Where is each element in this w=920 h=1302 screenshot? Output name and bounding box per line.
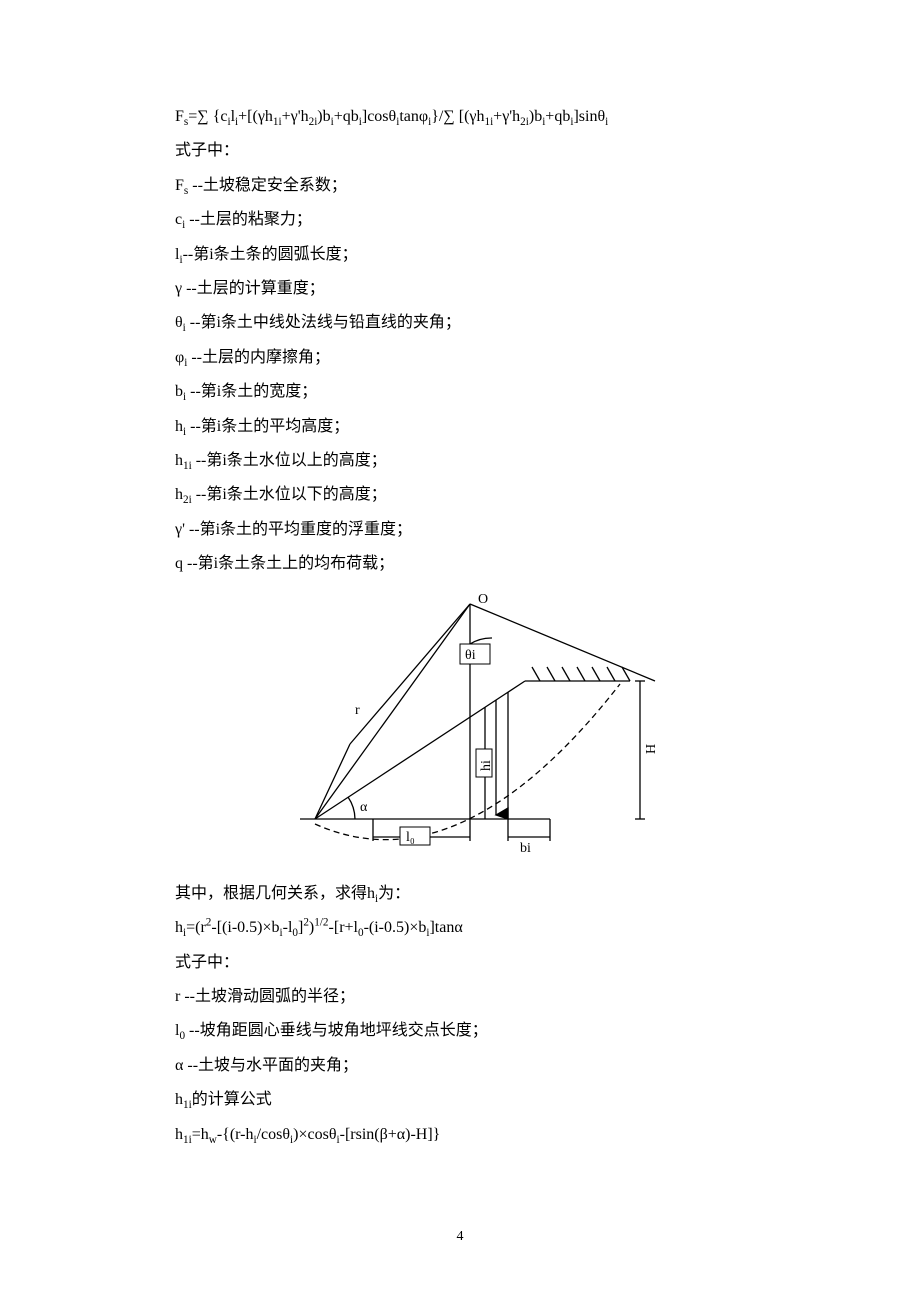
def-gamma-text: --土层的计算重度；	[186, 280, 325, 297]
def-bi: bi --第i条土的宽度；	[175, 375, 745, 409]
label-O: O	[478, 592, 488, 607]
def-h2i-text: --第i条土水位以下的高度；	[196, 486, 387, 503]
def-phii-text: --土层的内摩擦角；	[191, 349, 330, 366]
def-r-text: --土坡滑动圆弧的半径；	[184, 988, 355, 1005]
formula-main: Fs=∑ {cili+[(γh1i+γ'h2i)bi+qbi]cosθitanφ…	[175, 100, 745, 134]
def-h2i: h2i --第i条土水位以下的高度；	[175, 478, 745, 512]
def-Fs-text: --土坡稳定安全系数；	[192, 177, 347, 194]
def-l0: l0 --坡角距圆心垂线与坡角地坪线交点长度；	[175, 1014, 745, 1048]
def-li: li--第i条土条的圆弧长度；	[175, 238, 745, 272]
def-gammap-text: --第i条土的平均重度的浮重度；	[189, 521, 412, 538]
def-r: r --土坡滑动圆弧的半径；	[175, 980, 745, 1014]
label-alpha: α	[360, 800, 368, 815]
intro2-label: 式子中：	[175, 946, 745, 980]
def-hi: hi --第i条土的平均高度；	[175, 410, 745, 444]
page-number: 4	[0, 1222, 920, 1252]
def-hi-text: --第i条土的平均高度；	[190, 418, 349, 435]
label-thetai: θi	[465, 648, 476, 663]
def-thetai: θi --第i条土中线处法线与铅直线的夹角；	[175, 306, 745, 340]
label-H: H	[644, 744, 659, 754]
def-l0-text: --坡角距圆心垂线与坡角地坪线交点长度；	[189, 1022, 488, 1039]
label-bi: bi	[520, 841, 531, 856]
formula-hi: hi=(r2-[(i-0.5)×bi-l0]2)1/2-[r+l0-(i-0.5…	[175, 911, 745, 945]
def-gamma: γ --土层的计算重度；	[175, 272, 745, 306]
def-li-text: --第i条土条的圆弧长度；	[183, 246, 358, 263]
def-q: q --第i条土条土上的均布荷载；	[175, 547, 745, 581]
def-ci-text: --土层的粘聚力；	[189, 211, 312, 228]
def-gammap: γ' --第i条土的平均重度的浮重度；	[175, 513, 745, 547]
def-thetai-text: --第i条土中线处法线与铅直线的夹角；	[190, 314, 461, 331]
def-q-text: --第i条土条土上的均布荷载；	[187, 555, 394, 572]
def-h1i: h1i --第i条土水位以上的高度；	[175, 444, 745, 478]
def-phii: φi --土层的内摩擦角；	[175, 341, 745, 375]
def-h1i-text: --第i条土水位以上的高度；	[196, 452, 387, 469]
def-alpha: α --土坡与水平面的夹角；	[175, 1049, 745, 1083]
label-hi: hi	[479, 760, 494, 771]
after-diagram-intro: 其中，根据几何关系，求得hi为：	[175, 877, 745, 911]
label-l0: l₀	[406, 830, 415, 845]
diagram-container: θi	[175, 589, 745, 872]
intro-label: 式子中：	[175, 134, 745, 168]
slope-diagram: θi	[260, 589, 660, 859]
page: Fs=∑ {cili+[(γh1i+γ'h2i)bi+qbi]cosθitanφ…	[0, 0, 920, 1302]
def-bi-text: --第i条土的宽度；	[190, 383, 317, 400]
def-alpha-text: --土坡与水平面的夹角；	[187, 1057, 358, 1074]
label-r: r	[355, 703, 360, 718]
def-ci: ci --土层的粘聚力；	[175, 203, 745, 237]
def-Fs: Fs --土坡稳定安全系数；	[175, 169, 745, 203]
h1i-formula-label: h1i的计算公式	[175, 1083, 745, 1117]
formula-h1i: h1i=hw-{(r-hi/cosθi)×cosθi-[rsin(β+α)-H]…	[175, 1118, 745, 1152]
